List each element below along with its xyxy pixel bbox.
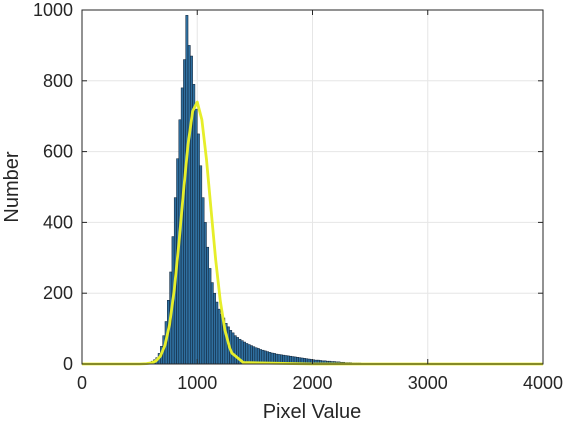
y-tick-label: 400 (43, 212, 73, 232)
x-tick-label: 4000 (523, 373, 563, 393)
histogram-bar (185, 15, 189, 365)
y-tick-label: 0 (63, 354, 73, 374)
histogram-bar (203, 222, 207, 365)
histogram-bar (194, 108, 198, 365)
fit-curve-line (82, 100, 543, 366)
x-tick-label: 3000 (408, 373, 448, 393)
histogram-bar (217, 308, 221, 365)
histogram-bar (245, 343, 249, 365)
y-tick-label: 200 (43, 283, 73, 303)
histogram-bar (197, 133, 200, 365)
grid-lines (82, 10, 543, 364)
y-tick-label: 600 (43, 142, 73, 162)
x-tick-label: 0 (77, 373, 87, 393)
histogram-bar (201, 197, 205, 365)
x-tick-label: 1000 (177, 373, 217, 393)
histogram-bar (187, 45, 191, 365)
axis-ticks (81, 9, 544, 365)
y-tick-labels: 0 200 400 600 800 1000 (33, 0, 73, 374)
histogram-bar (206, 246, 210, 365)
x-tick-labels: 0 1000 2000 3000 4000 (77, 373, 563, 393)
histogram-bar (213, 292, 216, 365)
histogram-bar (208, 268, 212, 365)
histogram-bar (247, 344, 251, 365)
histogram-bar (233, 335, 237, 365)
histogram-bar (243, 341, 246, 365)
y-axis-label: Number (1, 151, 23, 222)
histogram-bar (215, 301, 219, 365)
y-tick-label: 800 (43, 71, 73, 91)
histogram-bar (183, 59, 186, 365)
histogram-bar (250, 345, 253, 365)
y-tick-label: 1000 (33, 0, 73, 20)
x-axis-label: Pixel Value (263, 401, 362, 423)
histogram-bar (199, 165, 203, 365)
histogram-bar (192, 84, 196, 365)
histogram-bar (190, 55, 193, 365)
histogram-bar (210, 282, 214, 365)
x-tick-label: 2000 (292, 373, 332, 393)
histogram-bar (231, 332, 235, 365)
